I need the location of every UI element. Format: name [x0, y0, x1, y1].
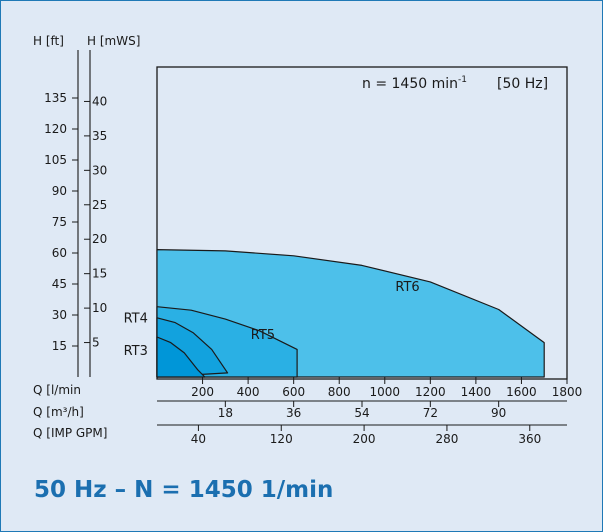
speed-annotation-text: n = 1450 min [362, 76, 458, 92]
x-gpm-tick-label: 120 [270, 432, 293, 446]
series-label-rt3: RT3 [124, 344, 148, 359]
y-mws-tick-label: 10 [92, 301, 107, 315]
x-axis-lmin-label: Q [l/min [33, 383, 81, 397]
y-mws-tick-label: 35 [92, 129, 107, 143]
y-mws-tick-label: 15 [92, 267, 107, 281]
x-m3h-tick-label: 36 [286, 406, 301, 420]
y-mws-tick-label: 25 [92, 198, 107, 212]
x-gpm-tick-label: 360 [518, 432, 541, 446]
x-gpm-tick-label: 40 [191, 432, 206, 446]
x-m3h-tick-label: 72 [423, 406, 438, 420]
y-ft-tick-label: 60 [52, 246, 67, 260]
x-lmin-tick-label: 1400 [461, 385, 492, 399]
x-lmin-tick-label: 200 [191, 385, 214, 399]
curve-area-rt3 [156, 336, 206, 378]
x-axis-gpm-label: Q [IMP GPM] [33, 426, 107, 440]
y-ft-tick-label: 105 [44, 153, 67, 167]
x-lmin-tick-label: 800 [328, 385, 351, 399]
x-lmin-tick-label: 1800 [552, 385, 583, 399]
y-axis-mws-label: H [mWS] [87, 34, 140, 48]
x-lmin-tick-label: 1000 [370, 385, 401, 399]
y-ft-tick-label: 75 [52, 215, 67, 229]
y-ft-tick-label: 15 [52, 339, 67, 353]
frequency-speed-caption: 50 Hz – N = 1450 1/min [34, 477, 334, 503]
x-lmin-tick-label: 1600 [506, 385, 537, 399]
y-ft-tick-label: 90 [52, 184, 67, 198]
x-m3h-tick-label: 90 [491, 406, 506, 420]
y-mws-tick-label: 30 [92, 163, 107, 177]
y-axis-ft-label: H [ft] [33, 34, 64, 48]
x-lmin-tick-label: 600 [282, 385, 305, 399]
frequency-annotation: [50 Hz] [497, 76, 548, 92]
y-ft-tick-label: 45 [52, 277, 67, 291]
x-gpm-tick-label: 280 [435, 432, 458, 446]
y-ft-tick-label: 120 [44, 122, 67, 136]
x-lmin-tick-label: 1200 [415, 385, 446, 399]
y-ft-tick-label: 30 [52, 308, 67, 322]
speed-annotation-exp: -1 [458, 75, 467, 85]
series-label-rt5: RT5 [251, 328, 275, 343]
speed-annotation: n = 1450 min-1 [362, 75, 467, 92]
x-m3h-tick-label: 54 [354, 406, 369, 420]
x-gpm-tick-label: 200 [353, 432, 376, 446]
y-mws-tick-label: 20 [92, 232, 107, 246]
x-m3h-tick-label: 18 [218, 406, 233, 420]
x-axis-m3h-label: Q [m³/h] [33, 405, 84, 419]
y-ft-tick-label: 135 [44, 91, 67, 105]
plot-frame [156, 66, 568, 380]
y-mws-tick-label: 40 [92, 94, 107, 108]
series-label-rt6: RT6 [395, 280, 419, 295]
x-lmin-tick-label: 400 [237, 385, 260, 399]
series-label-rt4: RT4 [124, 312, 148, 327]
y-mws-tick-label: 5 [92, 336, 100, 350]
